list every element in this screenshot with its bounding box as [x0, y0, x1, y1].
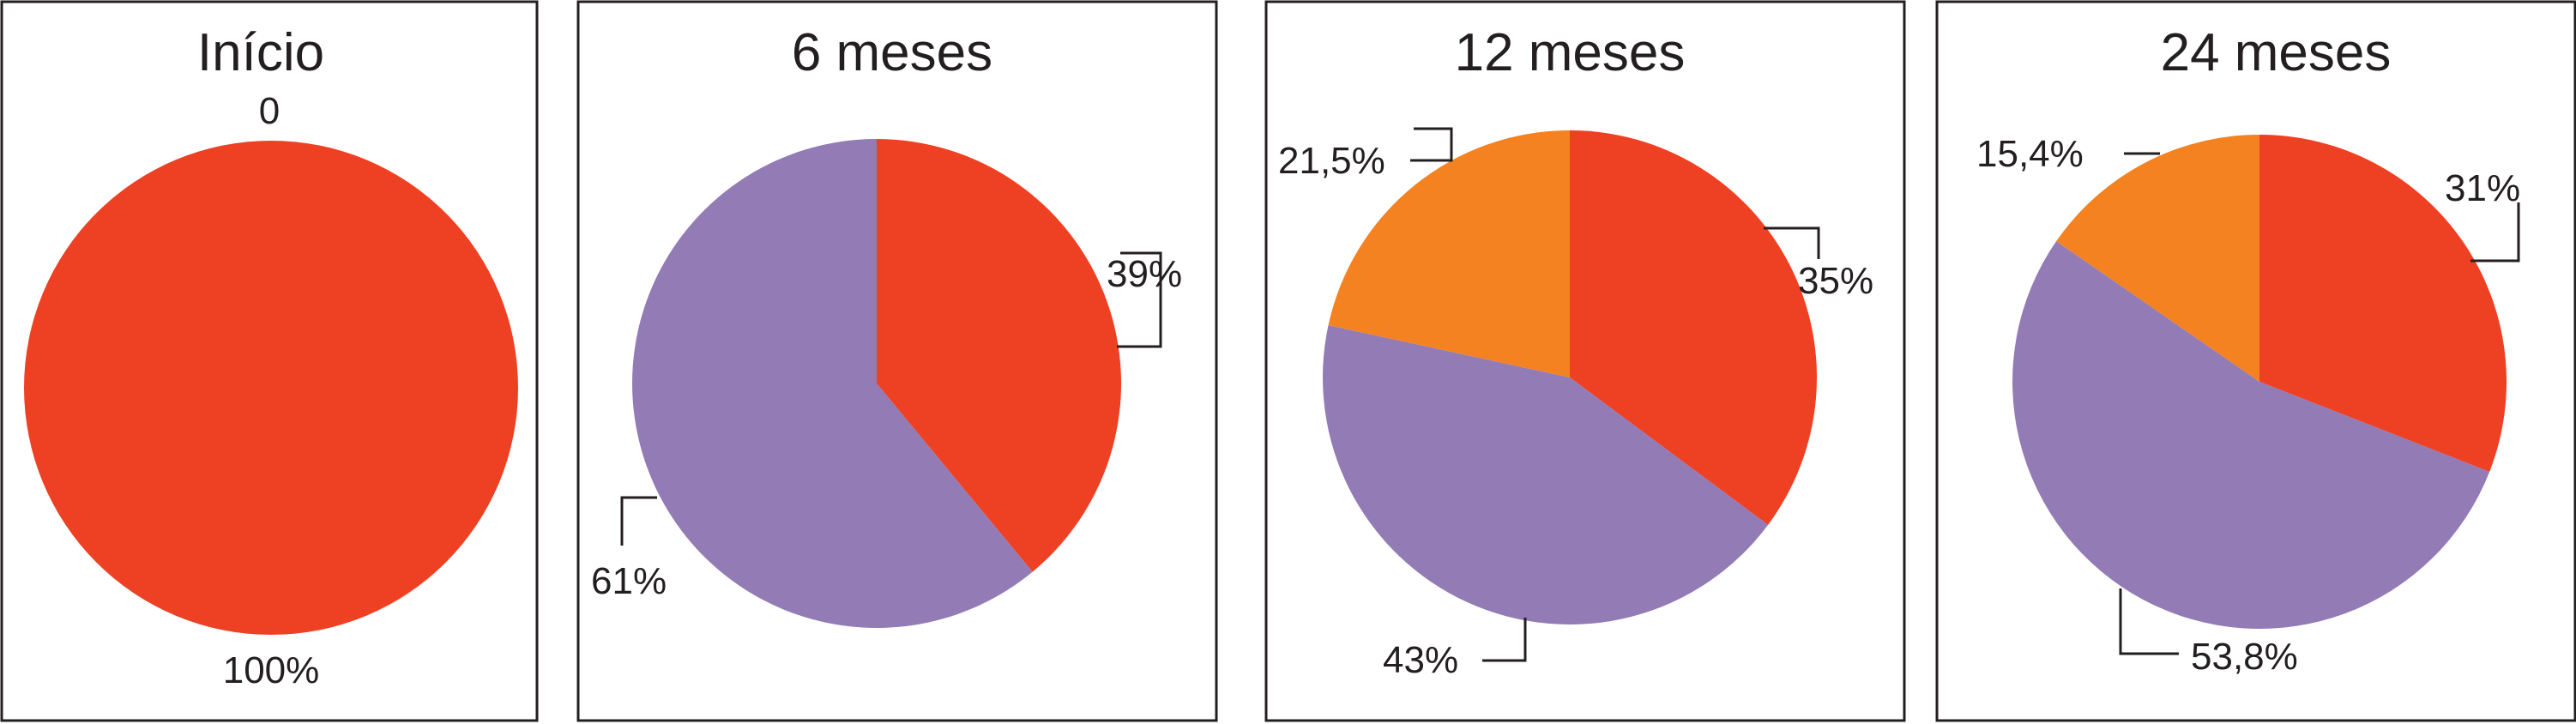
pie-slice-21-5: [1328, 130, 1570, 377]
pie-slice-43: [1323, 325, 1769, 624]
slice-label-100pct: 100%: [223, 649, 320, 691]
pie-slice-61: [632, 139, 1033, 628]
panel-title: Início: [197, 23, 324, 82]
pie-slice-35: [1570, 130, 1818, 525]
leader-line: [1410, 127, 1453, 162]
pie-slice-15-4: [2056, 135, 2259, 382]
slice-label-61pct: 61%: [591, 560, 667, 602]
leader-line: [1482, 618, 1527, 662]
panel-12-meses: 12 meses 21,5% 35% 43%: [1264, 0, 1906, 722]
slice-label-53-8pct: 53,8%: [2191, 636, 2298, 678]
pie-slices: [1323, 130, 1818, 624]
panel-title: 12 meses: [1455, 23, 1686, 82]
leader-line: [2470, 202, 2520, 262]
slice-label-21-5pct: 21,5%: [1278, 140, 1385, 182]
leader-line: [1117, 251, 1162, 348]
panel-title: 6 meses: [792, 23, 992, 82]
slice-label-15-4pct: 15,4%: [1976, 133, 2084, 175]
pie-slices: [632, 139, 1122, 628]
pie-slices: [2012, 135, 2507, 629]
panel-title: 24 meses: [2161, 23, 2392, 82]
leader-line: [2119, 588, 2179, 655]
pie-slice-100: [24, 141, 518, 635]
panel-inicio: Início 0 100%: [0, 0, 539, 722]
pie-slice-53-8: [2012, 241, 2490, 629]
slice-label-31pct: 31%: [2445, 167, 2520, 209]
leader-line: [620, 496, 657, 546]
slice-label-39pct: 39%: [1107, 253, 1182, 295]
leader-line: [1764, 226, 1820, 259]
pie-slice-31: [2259, 135, 2507, 472]
pie-slices: [24, 141, 518, 635]
panel-6-meses: 6 meses 39% 61%: [576, 0, 1218, 722]
pie-slice-39: [877, 139, 1122, 572]
panel-24-meses: 24 meses 15,4% 31% 53,8%: [1935, 0, 2576, 722]
slice-label-0pct: 0: [259, 90, 280, 132]
slice-label-43pct: 43%: [1383, 639, 1458, 681]
slice-label-35pct: 35%: [1798, 260, 1873, 302]
